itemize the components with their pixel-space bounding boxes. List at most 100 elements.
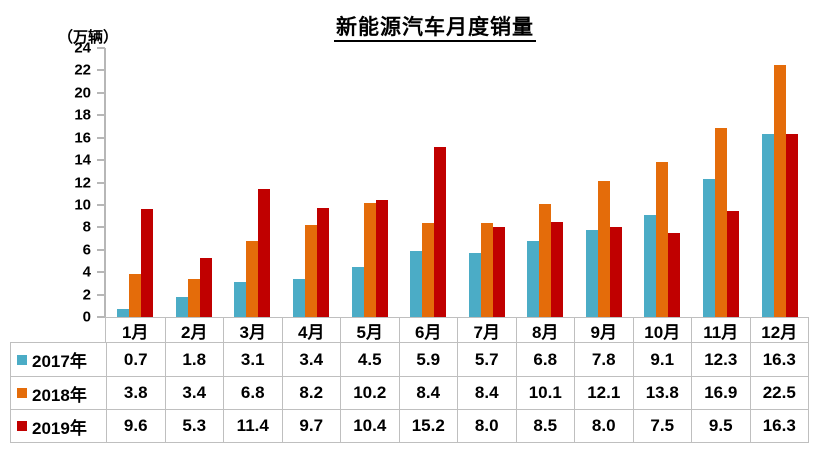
bar-2019年-3月 [258, 189, 271, 317]
bar-2019年-9月 [609, 227, 622, 317]
legend-swatch-icon [17, 421, 27, 431]
y-axis-tick-mark [97, 271, 105, 274]
y-axis-tick-mark [97, 114, 105, 117]
value-cell: 5.3 [164, 409, 223, 442]
bar-group-1月 [106, 48, 165, 317]
value-cell: 9.7 [281, 409, 340, 442]
bar-2019年-4月 [317, 208, 330, 317]
y-axis-tick-label: 4 [82, 263, 91, 281]
bar-2017年-7月 [468, 253, 481, 317]
value-cell: 10.1 [515, 376, 574, 409]
bar-2018年-11月 [715, 127, 728, 317]
y-axis-tick-label: 6 [82, 241, 91, 259]
value-cell: 16.3 [749, 343, 809, 376]
bar-2018年-9月 [597, 181, 610, 317]
month-header-cell: 1月 [122, 322, 149, 342]
y-axis-line [104, 48, 106, 317]
bar-group-2月 [165, 48, 224, 317]
value-cell: 16.9 [691, 376, 750, 409]
value-cell: 13.8 [632, 376, 691, 409]
y-axis-tick-label: 24 [74, 39, 91, 57]
bar-2018年-10月 [656, 162, 669, 317]
y-axis-tick-label: 14 [74, 151, 91, 169]
plot-area [106, 48, 809, 317]
y-axis-tick-mark [97, 203, 105, 206]
month-header-row: 1月 2月 3月 4月 5月 6月 7月 8月 9月 10月 11月 12月 [105, 317, 809, 342]
y-axis-tick-mark [97, 248, 105, 251]
y-axis-tick-label: 22 [74, 61, 91, 79]
bar-2017年-5月 [351, 266, 364, 317]
value-cell: 7.5 [632, 409, 691, 442]
y-axis-tick-mark [97, 159, 105, 162]
bar-2017年-1月 [117, 309, 130, 317]
bar-group-6月 [399, 48, 458, 317]
chart-title-text: 新能源汽车月度销量 [334, 16, 536, 42]
month-header-cell: 7月 [457, 318, 516, 342]
bar-group-7月 [457, 48, 516, 317]
value-cell: 8.5 [515, 409, 574, 442]
bar-2018年-2月 [187, 278, 200, 317]
value-cell: 3.1 [223, 343, 282, 376]
y-axis-tick-label: 2 [82, 286, 91, 304]
y-axis-tick-marks [97, 47, 105, 318]
y-axis-tick-label: 16 [74, 129, 91, 147]
bar-2018年-7月 [480, 222, 493, 317]
y-axis-tick-mark [97, 136, 105, 139]
y-axis-tick-mark [97, 181, 105, 184]
bar-2019年-7月 [492, 227, 505, 317]
y-axis-tick-mark [97, 91, 105, 94]
y-axis-tick-label: 20 [74, 84, 91, 102]
legend-label: 2017年 [32, 352, 87, 371]
y-axis-tick-label: 18 [74, 106, 91, 124]
bar-2017年-4月 [293, 278, 306, 317]
bar-2018年-6月 [422, 222, 435, 317]
month-header-cell: 12月 [749, 318, 809, 342]
bar-group-4月 [282, 48, 341, 317]
value-cell: 12.1 [574, 376, 633, 409]
value-cell: 9.1 [632, 343, 692, 376]
value-cell: 0.7 [106, 343, 165, 376]
y-axis-tick-labels: 0 2 4 6 8 10 12 14 16 18 20 22 24 [0, 41, 91, 325]
bar-2018年-5月 [363, 202, 376, 317]
bar-group-3月 [223, 48, 282, 317]
value-cell: 1.8 [164, 343, 224, 376]
y-axis-tick-mark [97, 226, 105, 229]
y-axis-tick-label: 12 [74, 174, 91, 191]
bar-2018年-4月 [305, 225, 318, 317]
value-cell: 7.8 [574, 343, 633, 376]
y-axis-unit-label: （万辆） [58, 29, 119, 46]
bar-2017年-3月 [234, 282, 247, 317]
value-cell: 9.5 [691, 409, 750, 442]
value-cell: 10.4 [340, 409, 399, 442]
y-axis-tick-mark [97, 293, 105, 296]
value-cell: 10.2 [340, 376, 399, 409]
bar-group-8月 [516, 48, 575, 317]
bar-group-5月 [340, 48, 399, 317]
legend-cell-2018年: 2018年 [11, 376, 106, 409]
y-axis-tick-label: 10 [74, 196, 91, 214]
month-header-cell: 4月 [281, 318, 341, 342]
value-cell: 5.7 [457, 343, 516, 376]
value-cell: 22.5 [749, 376, 808, 409]
data-table: 2017年 0.7 1.8 3.1 3.4 4.5 5.9 5.7 6.8 7.8 9.1 12.3 1… [10, 342, 809, 443]
value-cell: 3.8 [106, 376, 165, 409]
bar-2018年-12月 [773, 64, 786, 317]
legend-label: 2019年 [32, 418, 87, 438]
bar-2017年-9月 [585, 229, 598, 317]
bar-2017年-12月 [761, 134, 774, 317]
legend-swatch-icon [17, 388, 27, 398]
value-cell: 6.8 [515, 343, 575, 376]
value-cell: 4.5 [340, 343, 399, 376]
bar-2017年-10月 [644, 215, 657, 317]
value-cell: 3.4 [164, 376, 223, 409]
value-cell: 9.6 [106, 409, 165, 442]
chart-title: 新能源汽车月度销量 [105, 11, 765, 42]
bar-2019年-12月 [785, 134, 798, 317]
y-axis-tick-mark [97, 47, 105, 49]
value-cell: 8.4 [457, 376, 516, 409]
value-cell: 8.4 [398, 376, 457, 409]
value-cell: 6.8 [223, 376, 282, 409]
month-header-cell: 3月 [223, 318, 282, 342]
bar-2019年-11月 [727, 210, 740, 317]
value-cell: 15.2 [398, 409, 457, 442]
